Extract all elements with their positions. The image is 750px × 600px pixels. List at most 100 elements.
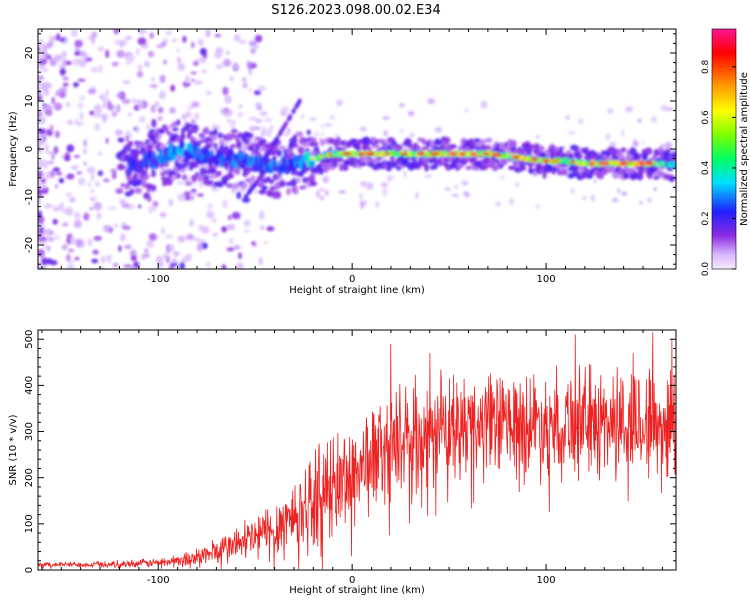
heatmap-blob [177,194,185,198]
snr-xtick-label: -100 [147,575,170,586]
heatmap-blob [262,185,268,190]
heatmap-blob [171,133,179,139]
heatmap-blob [536,134,540,139]
heatmap-blob [358,193,364,200]
heatmap-blob [102,101,108,109]
heatmap-blob [180,169,186,174]
heatmap-blob [364,140,371,146]
heatmap-blob [93,202,102,211]
heatmap-blob [185,181,193,186]
heatmap-blob [212,232,219,238]
heatmap-blob [196,243,203,252]
colorbar-tick-label: 0.2 [701,211,711,225]
heatmap-blob [278,164,285,173]
heatmap-blob [136,70,144,78]
heatmap-blob [177,62,186,71]
heatmap-blob [301,141,310,147]
heatmap-blob [212,167,217,173]
heatmap-blob [182,255,192,262]
heatmap-blob [299,185,306,190]
heatmap-blob [368,158,377,163]
heatmap-blob [427,98,435,105]
spectrogram-ytick-label: 20 [24,47,35,60]
heatmap-blob [105,137,109,144]
heatmap-blob [223,107,230,114]
heatmap-blob [509,140,518,148]
heatmap-blob [74,256,80,261]
heatmap-blob [332,159,338,168]
heatmap-blob [222,58,232,67]
heatmap-blob [140,256,146,260]
heatmap-blob [294,187,299,195]
heatmap-blob [38,128,45,135]
heatmap-blob [529,144,535,150]
heatmap-blob [147,50,155,58]
heatmap-blob [386,164,392,172]
heatmap-blob [355,144,362,152]
heatmap-blob [322,175,330,184]
heatmap-blob [371,143,380,149]
heatmap-blob [671,153,676,159]
heatmap-blob [202,174,210,180]
heatmap-blob [42,240,47,249]
heatmap-blob [257,85,266,92]
heatmap-blob [198,179,204,189]
heatmap-blob [157,129,165,135]
heatmap-blob [90,189,95,194]
heatmap-blob [408,132,415,138]
heatmap-blob [550,152,555,161]
heatmap-blob [329,115,335,120]
heatmap-blob [385,152,390,156]
heatmap-blob [630,146,636,152]
heatmap-blob [138,116,146,123]
heatmap-blob [113,224,119,228]
colorbar-ticks: 0.0 0.2 0.4 0.6 0.8 [701,28,737,276]
heatmap-blob [237,111,244,118]
heatmap-blob [267,148,272,154]
heatmap-blob [114,39,121,45]
heatmap-blob [75,122,85,127]
heatmap-blob [97,266,106,269]
heatmap-blob [97,46,105,52]
heatmap-blob [148,205,153,214]
heatmap-blob [462,158,468,165]
heatmap-blob [486,144,492,151]
heatmap-blob [249,125,257,132]
heatmap-blob [231,123,235,131]
heatmap-blob [79,50,87,58]
heatmap-blob [147,195,152,203]
heatmap-blob [495,153,502,157]
heatmap-blob [118,245,122,252]
heatmap-blob [211,188,220,193]
colorbar-label: Normalized spectral amplitude [739,72,750,226]
heatmap-blob [252,182,257,188]
heatmap-blob [207,140,215,145]
heatmap-blob [177,57,181,64]
heatmap-blob [162,252,169,261]
heatmap-blob [159,90,167,100]
heatmap-blob [123,264,133,268]
heatmap-blob [365,182,374,191]
heatmap-blob [246,61,252,70]
heatmap-blob [211,123,221,132]
heatmap-blob [407,110,415,117]
heatmap-blob [313,131,320,137]
heatmap-blob [382,188,388,197]
heatmap-blob [61,244,68,250]
heatmap-blob [50,160,54,164]
heatmap-blob [342,152,352,156]
heatmap-blob [134,187,143,194]
heatmap-blob [157,115,163,122]
heatmap-blob [58,87,68,94]
heatmap-blob [542,171,547,179]
heatmap-blob [574,145,580,151]
heatmap-blob [196,193,205,197]
heatmap-blob [177,235,186,243]
heatmap-blob [514,181,520,188]
heatmap-blob [149,84,159,88]
heatmap-blob [38,75,43,80]
heatmap-blob [86,166,96,174]
heatmap-blob [281,105,290,114]
heatmap-blob [215,63,224,70]
heatmap-blob [545,163,553,170]
